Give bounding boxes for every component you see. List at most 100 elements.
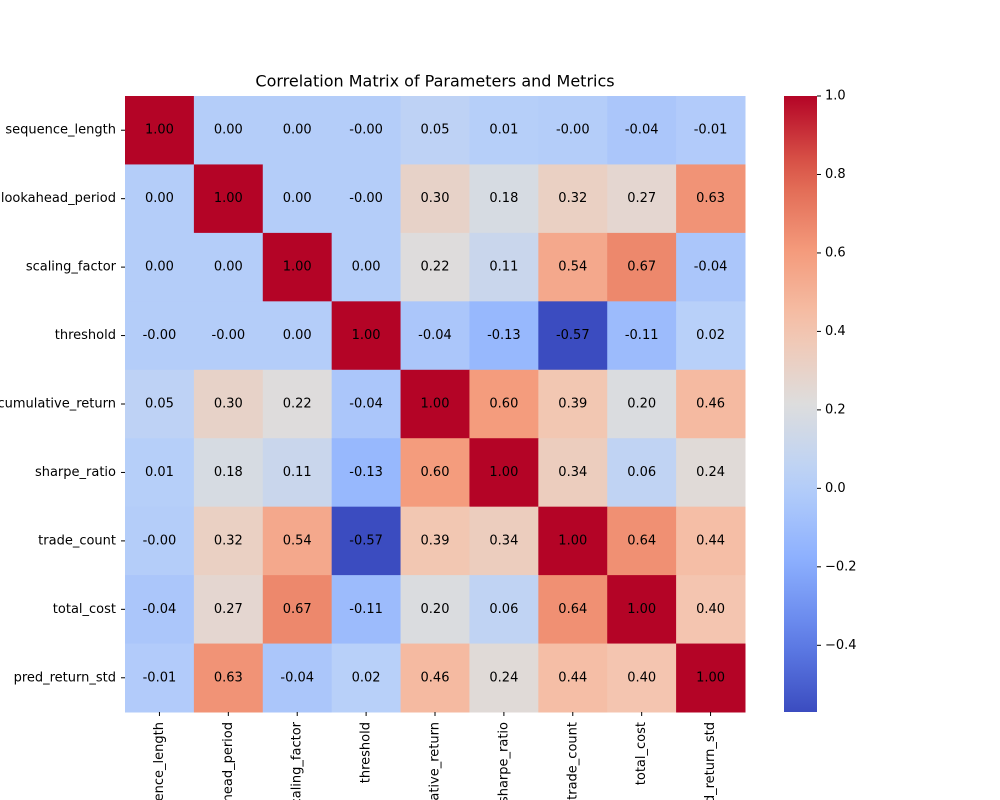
cell-label: 0.39 — [558, 397, 587, 412]
y-tick-label: pred_return_std — [14, 670, 116, 685]
heatmap-cell — [607, 369, 677, 439]
colorbar-tick-label: 0.6 — [825, 245, 846, 260]
x-tick-label: lookahead_period — [221, 722, 236, 800]
cell-label: 0.00 — [283, 191, 312, 206]
heatmap-cell — [676, 164, 746, 234]
heatmap-cell — [331, 575, 402, 645]
cell-label: 0.32 — [214, 533, 243, 548]
cell-label: 0.34 — [489, 533, 518, 548]
heatmap-cell — [331, 506, 402, 576]
x-tick-label: threshold — [359, 722, 374, 783]
cell-label: 0.20 — [627, 397, 656, 412]
cell-label: 0.30 — [421, 191, 450, 206]
colorbar-tick-label: 0.8 — [825, 167, 846, 182]
heatmap-cell — [676, 506, 746, 576]
cell-label: 0.40 — [696, 602, 725, 617]
x-tick-label: scaling_factor — [290, 721, 305, 800]
cell-label: 0.67 — [283, 602, 312, 617]
cell-label: 0.60 — [421, 465, 450, 480]
heatmap-cell — [607, 164, 677, 234]
cell-label: 0.46 — [421, 670, 450, 685]
heatmap-cell — [125, 369, 195, 439]
heatmap-cell — [193, 369, 264, 439]
cell-label: 0.01 — [145, 465, 174, 480]
heatmap-cell — [262, 643, 333, 713]
heatmap-cell — [607, 438, 677, 508]
cell-label: 1.00 — [489, 465, 518, 480]
heatmap-cell — [469, 301, 539, 371]
y-tick-label: lookahead_period — [1, 191, 116, 206]
cell-label: -0.00 — [212, 328, 246, 343]
heatmap-cell — [125, 643, 195, 713]
heatmap-cell — [676, 232, 746, 302]
heatmap-cell — [469, 232, 539, 302]
cell-label: 0.24 — [489, 670, 518, 685]
cell-label: -0.00 — [143, 533, 177, 548]
cell-label: 0.18 — [214, 465, 243, 480]
cell-label: 0.11 — [489, 260, 518, 275]
heatmap-cell — [607, 96, 677, 165]
heatmap-cell — [676, 369, 746, 439]
cell-label: -0.01 — [143, 670, 177, 685]
cell-label: 1.00 — [558, 533, 587, 548]
heatmap-cell — [193, 301, 264, 371]
heatmap-cell — [469, 575, 539, 645]
heatmap-cell — [469, 96, 539, 165]
cell-label: 0.00 — [283, 328, 312, 343]
cell-label: 0.27 — [214, 602, 243, 617]
cell-label: 0.34 — [558, 465, 587, 480]
heatmap-cell — [125, 506, 195, 576]
x-tick-label: total_cost — [634, 722, 649, 785]
heatmap-cell — [262, 438, 333, 508]
cell-label: 1.00 — [627, 602, 656, 617]
cell-label: 0.27 — [627, 191, 656, 206]
cell-label: 1.00 — [145, 123, 174, 138]
cell-label: 0.32 — [558, 191, 587, 206]
heatmap-cell — [262, 96, 333, 165]
cell-label: 0.18 — [489, 191, 518, 206]
heatmap-cell — [400, 575, 470, 645]
y-tick-label: trade_count — [38, 533, 116, 548]
heatmap-cell — [538, 643, 608, 713]
y-tick-label: sharpe_ratio — [35, 465, 116, 480]
heatmap-cell — [400, 506, 470, 576]
cell-label: -0.13 — [487, 328, 521, 343]
cell-label: 0.44 — [696, 533, 725, 548]
cell-label: 0.00 — [352, 260, 381, 275]
heatmap-cell — [469, 506, 539, 576]
cell-label: 0.05 — [145, 397, 174, 412]
cell-label: 0.44 — [558, 670, 587, 685]
heatmap-cell — [125, 438, 195, 508]
colorbar-tick-label: −0.2 — [825, 559, 857, 574]
cell-label: -0.11 — [349, 602, 383, 617]
heatmap-cell — [331, 369, 402, 439]
heatmap-cell — [125, 301, 195, 371]
heatmap-cell — [125, 96, 195, 165]
cell-label: 0.00 — [283, 123, 312, 138]
colorbar-tick-label: 0.0 — [825, 481, 846, 496]
cell-label: -0.01 — [694, 123, 728, 138]
heatmap-cell — [676, 438, 746, 508]
heatmap-cell — [125, 575, 195, 645]
cell-label: 1.00 — [283, 260, 312, 275]
heatmap-cell — [538, 301, 608, 371]
cell-label: -0.04 — [625, 123, 659, 138]
heatmap-cell — [125, 232, 195, 302]
cell-label: 0.64 — [558, 602, 587, 617]
heatmap-cell — [193, 643, 264, 713]
heatmap-cell — [331, 301, 402, 371]
colorbar-tick-label: 0.2 — [825, 402, 846, 417]
colorbar-tick-label: −0.4 — [825, 638, 857, 653]
heatmap-cell — [125, 164, 195, 234]
colorbar — [784, 96, 817, 712]
heatmap-cell — [400, 96, 470, 165]
cell-label: 0.63 — [214, 670, 243, 685]
heatmap-cell — [331, 164, 402, 234]
x-tick-label: pred_return_std — [703, 722, 718, 800]
cell-label: 0.06 — [489, 602, 518, 617]
heatmap-cell — [193, 506, 264, 576]
heatmap-cell — [400, 643, 470, 713]
cell-label: 0.00 — [214, 123, 243, 138]
cell-label: 0.01 — [489, 123, 518, 138]
heatmap-cell — [538, 506, 608, 576]
